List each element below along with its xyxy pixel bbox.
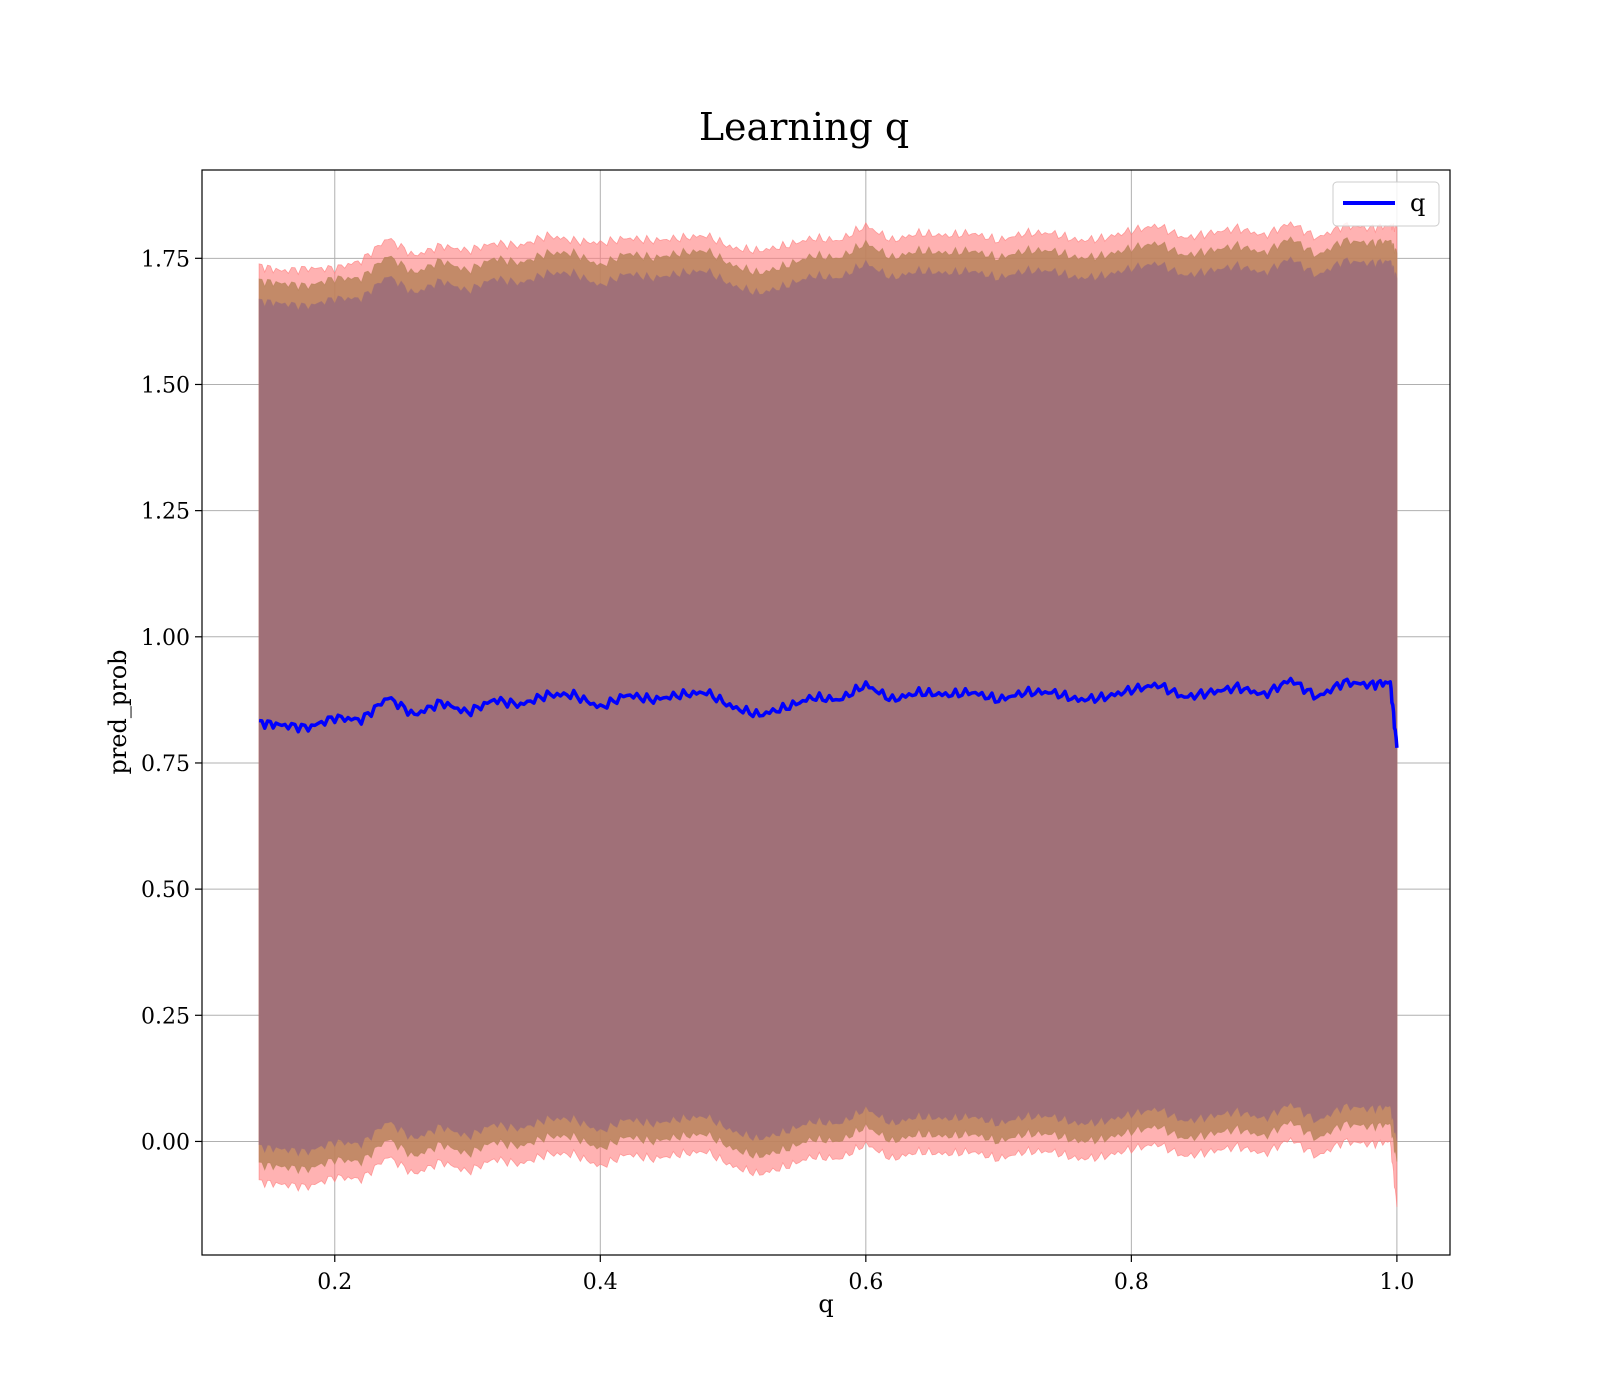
y-tick-label: 1.75 xyxy=(141,247,190,272)
x-tick-label: 0.8 xyxy=(1114,1270,1149,1295)
series-line-q xyxy=(258,676,1399,748)
plot-frame xyxy=(201,169,1451,1256)
x-tick-label: 0.2 xyxy=(317,1270,352,1295)
y-tick-label: 1.00 xyxy=(141,626,190,651)
x-tick-label: 0.6 xyxy=(848,1270,883,1295)
y-axis-ticks: 0.00 0.25 0.50 0.75 1.00 1.25 1.50 1.75 xyxy=(141,247,202,1155)
y-tick-label: 0.00 xyxy=(141,1130,190,1155)
confidence-bands xyxy=(258,221,1398,1208)
y-tick-label: 0.25 xyxy=(141,1004,190,1029)
x-tick-label: 0.4 xyxy=(583,1270,618,1295)
y-tick-label: 0.50 xyxy=(141,878,190,903)
series-lines xyxy=(258,676,1399,748)
y-tick-label: 0.75 xyxy=(141,752,190,777)
x-axis-ticks: 0.2 0.4 0.6 0.8 1.0 xyxy=(317,1255,1414,1295)
y-axis-label: pred_prob xyxy=(104,649,132,774)
legend-entry-q: q xyxy=(1410,189,1425,217)
band-inner xyxy=(258,256,1398,1157)
chart-title: Learning q xyxy=(699,105,909,149)
y-tick-label: 1.25 xyxy=(141,500,190,525)
x-tick-label: 1.0 xyxy=(1379,1270,1414,1295)
legend: q xyxy=(1332,181,1440,227)
y-tick-label: 1.50 xyxy=(141,373,190,398)
x-axis-label: q xyxy=(818,1290,833,1318)
